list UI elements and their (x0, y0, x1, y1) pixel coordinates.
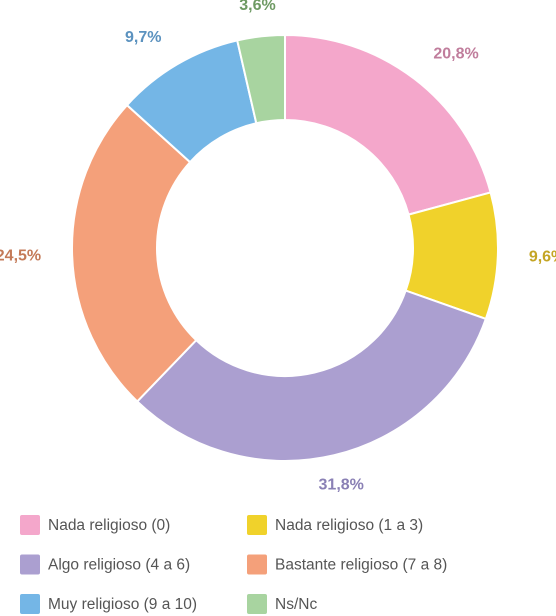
legend-swatch (20, 594, 40, 614)
legend-label: Ns/Nc (275, 596, 317, 613)
legend-swatch (20, 554, 40, 575)
donut-slice (135, 289, 488, 462)
legend-label: Algo religioso (4 a 6) (48, 557, 190, 574)
value-label: 9,6% (529, 248, 556, 265)
value-label: 9,7% (125, 29, 161, 46)
value-label: 24,5% (0, 248, 41, 265)
value-label: 3,6% (239, 0, 275, 14)
value-label: 20,8% (433, 45, 478, 62)
donut-slice (236, 33, 286, 125)
legend-label: Nada religioso (0) (48, 517, 170, 534)
donut-slice (284, 33, 492, 216)
legend-label: Muy religioso (9 a 10) (48, 596, 197, 613)
value-label: 31,8% (319, 477, 364, 494)
legend-label: Nada religioso (1 a 3) (275, 517, 423, 534)
legend-swatch (247, 554, 267, 575)
legend-swatch (247, 515, 267, 535)
donut-slice (71, 103, 198, 403)
legend-swatch (247, 594, 267, 614)
legend-label: Bastante religioso (7 a 8) (275, 557, 447, 574)
legend-swatch (20, 515, 40, 535)
